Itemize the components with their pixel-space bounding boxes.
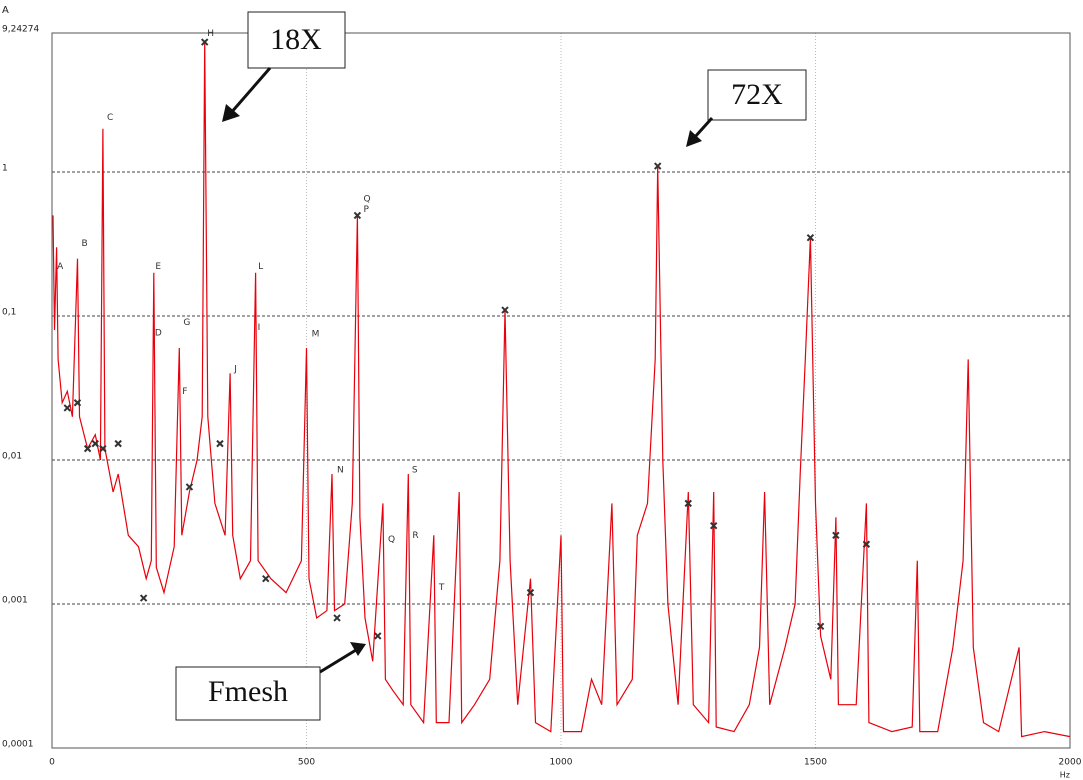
y-tick-label: 0,001 [2, 596, 28, 606]
cursor-marker [114, 439, 122, 448]
peak-label: A [57, 262, 64, 272]
cursor-marker [374, 632, 382, 640]
y-axis-label: A [2, 5, 9, 16]
peak-label: P [364, 205, 370, 215]
peak-label: Q [388, 535, 395, 545]
cursor-marker [262, 574, 270, 583]
callout-fmesh: Fmesh [175, 642, 366, 721]
peak-label: T [438, 583, 445, 593]
callout-text: 72X [731, 78, 783, 111]
callout-arrow [319, 648, 357, 674]
callout-text: 18X [270, 23, 322, 56]
cursor-marker [63, 404, 71, 412]
peak-label: Q [364, 194, 371, 204]
cursor-marker [216, 439, 224, 448]
x-tick-label: 1000 [550, 758, 573, 768]
peak-label: D [155, 329, 162, 339]
peak-label: N [337, 466, 344, 476]
peak-label: R [412, 531, 418, 541]
y-tick-label: 0,01 [2, 452, 22, 462]
y-tick-label: 0,0001 [2, 740, 34, 750]
cursor-marker [862, 540, 871, 548]
peak-label: S [412, 466, 418, 476]
x-tick-label: 2000 [1059, 758, 1082, 768]
peak-label: M [312, 330, 320, 340]
plot-frame [51, 32, 1071, 749]
cursor-marker [806, 234, 815, 242]
cursor-marker [501, 306, 509, 314]
cursor-marker [139, 594, 148, 602]
peak-label: H [207, 29, 214, 39]
peak-label: B [82, 239, 88, 249]
cursor-marker [654, 162, 662, 170]
spectrum-line [52, 41, 1071, 738]
cursor-marker [832, 531, 840, 540]
arrow-head [222, 104, 240, 122]
cursor-marker [73, 399, 82, 407]
cursor-marker [816, 622, 825, 631]
callout-arrow [228, 67, 272, 115]
cursor-marker [709, 521, 718, 530]
cursor-marker [91, 439, 99, 448]
callout-72x: 72X [686, 69, 807, 147]
peak-label: E [155, 262, 161, 272]
x-tick-label: 0 [49, 758, 55, 768]
callout-text: Fmesh [208, 675, 288, 708]
callout-box [247, 11, 346, 69]
cursor-marker [83, 444, 92, 453]
callout-box [175, 666, 321, 721]
cursor-marker [333, 614, 341, 622]
peak-label: J [233, 364, 237, 374]
cursor-marker [99, 444, 107, 453]
peak-label: L [258, 262, 263, 272]
x-tick-label: 500 [298, 758, 315, 768]
cursor-marker [200, 38, 209, 46]
callout-18x: 18X [222, 11, 346, 122]
peak-label: F [182, 387, 187, 397]
arrow-head [686, 130, 702, 147]
cursor-marker [353, 211, 362, 220]
y-tick-label: 9,24274 [2, 25, 39, 35]
callout-arrow [692, 116, 714, 140]
peak-label: C [107, 113, 113, 123]
x-tick-label: 1500 [804, 758, 827, 768]
callout-box [707, 69, 807, 121]
cursor-marker [684, 499, 692, 508]
cursor-marker [185, 483, 194, 491]
y-tick-label: 1 [2, 164, 8, 174]
x-axis-label: Hz [1060, 771, 1070, 780]
peak-label: G [183, 318, 190, 328]
y-tick-label: 0,1 [2, 308, 16, 318]
arrow-head [350, 642, 366, 656]
peak-label: I [258, 323, 261, 333]
cursor-marker [526, 588, 535, 597]
